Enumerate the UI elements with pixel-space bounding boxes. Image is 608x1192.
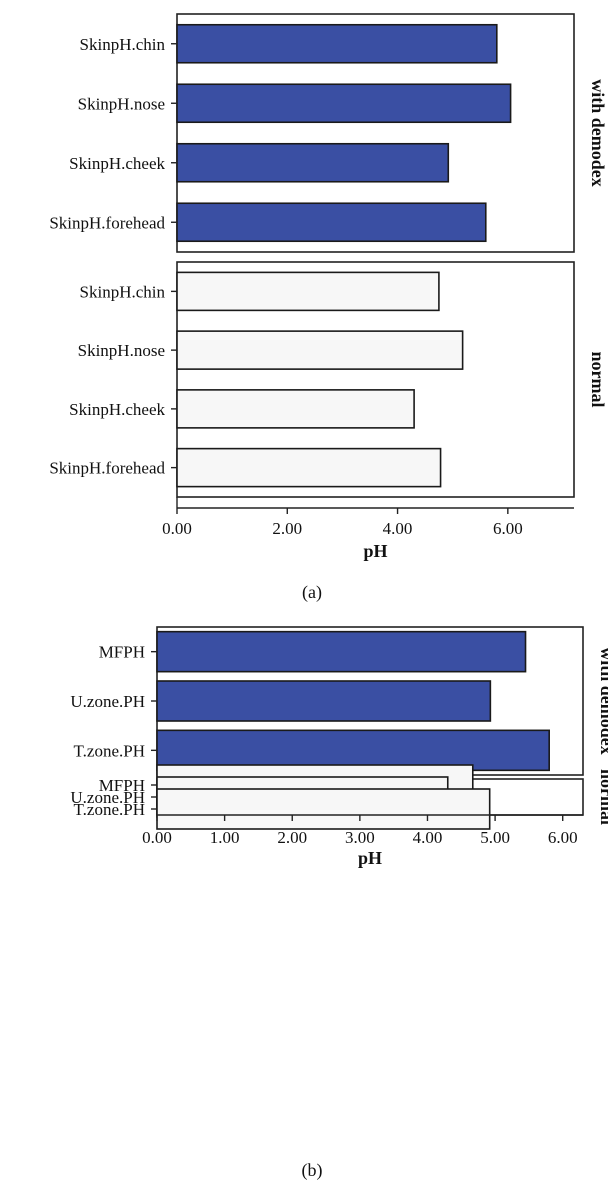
x-tick-label: 1.00 bbox=[210, 828, 240, 847]
bar bbox=[156, 630, 527, 673]
bar bbox=[176, 389, 415, 429]
x-tick-label: 6.00 bbox=[493, 519, 523, 538]
figure-caption: (b) bbox=[302, 1160, 323, 1181]
x-tick-label: 6.00 bbox=[548, 828, 578, 847]
x-tick-label: 4.00 bbox=[383, 519, 413, 538]
category-label: T.zone.PH bbox=[74, 741, 145, 760]
category-label: SkinpH.forehead bbox=[49, 213, 165, 232]
category-label: MFPH bbox=[99, 776, 145, 795]
panel-frame-0-1 bbox=[176, 261, 575, 498]
category-label: SkinpH.nose bbox=[78, 341, 165, 360]
x-axis-title: pH bbox=[358, 848, 382, 868]
bar bbox=[176, 330, 464, 370]
x-axis-title: pH bbox=[363, 541, 387, 561]
x-tick-label: 0.00 bbox=[162, 519, 192, 538]
category-label: SkinpH.cheek bbox=[69, 154, 165, 173]
category-label: SkinpH.chin bbox=[80, 35, 166, 54]
group-label: with demodex bbox=[588, 79, 608, 187]
bar bbox=[156, 788, 491, 830]
x-tick-label: 5.00 bbox=[480, 828, 510, 847]
group-label: normal bbox=[597, 769, 608, 825]
panel-frame-0-0 bbox=[176, 13, 575, 253]
x-tick-label: 2.00 bbox=[272, 519, 302, 538]
x-tick-label: 0.00 bbox=[142, 828, 172, 847]
category-label: MFPH bbox=[99, 643, 145, 662]
category-label: SkinpH.chin bbox=[80, 282, 166, 301]
bar bbox=[176, 142, 450, 183]
x-tick-label: 4.00 bbox=[413, 828, 443, 847]
bar bbox=[176, 447, 442, 488]
category-label: U.zone.PH bbox=[70, 788, 145, 807]
category-label: T.zone.PH bbox=[74, 800, 145, 819]
bar bbox=[176, 23, 498, 64]
figure-caption: (a) bbox=[302, 582, 322, 603]
bar bbox=[176, 83, 512, 124]
category-label: SkinpH.nose bbox=[78, 94, 165, 113]
x-tick-label: 3.00 bbox=[345, 828, 375, 847]
category-label: U.zone.PH bbox=[70, 692, 145, 711]
bar bbox=[176, 202, 487, 243]
category-label: SkinpH.cheek bbox=[69, 400, 165, 419]
group-label: with demodex bbox=[597, 647, 608, 755]
group-label: normal bbox=[588, 352, 608, 408]
bar bbox=[176, 271, 440, 312]
category-label: SkinpH.forehead bbox=[49, 459, 165, 478]
x-tick-label: 2.00 bbox=[277, 828, 307, 847]
bar bbox=[156, 680, 492, 722]
